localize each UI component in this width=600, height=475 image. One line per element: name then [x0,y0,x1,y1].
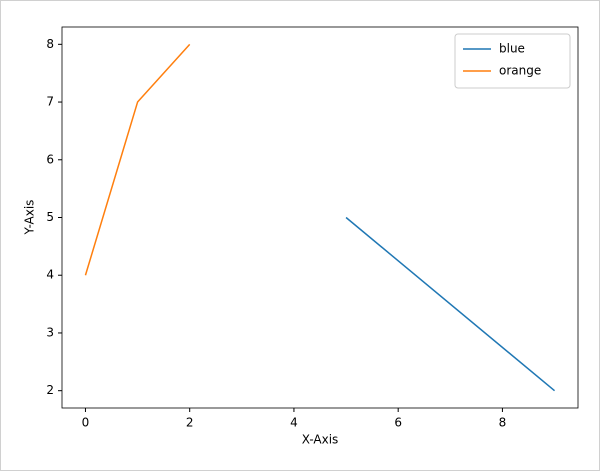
y-axis-label: Y-Axis [23,200,37,236]
y-tick-label: 4 [46,268,54,282]
y-tick-label: 2 [46,383,54,397]
x-tick-label: 4 [290,416,298,430]
y-tick-label: 6 [46,152,54,166]
x-tick-label: 2 [186,416,194,430]
x-tick-label: 0 [82,416,90,430]
y-tick-label: 8 [46,37,54,51]
plot-frame [61,26,579,409]
x-tick-label: 6 [394,416,402,430]
legend-label: orange [499,64,541,78]
x-axis-label: X-Axis [302,433,339,447]
legend-label: blue [499,42,525,56]
y-tick-label: 3 [46,325,54,339]
data-line [345,216,556,392]
y-tick-label: 7 [46,95,54,109]
data-line [84,43,191,276]
legend-box [454,33,571,89]
y-tick-label: 5 [46,210,54,224]
x-tick-label: 8 [499,416,507,430]
